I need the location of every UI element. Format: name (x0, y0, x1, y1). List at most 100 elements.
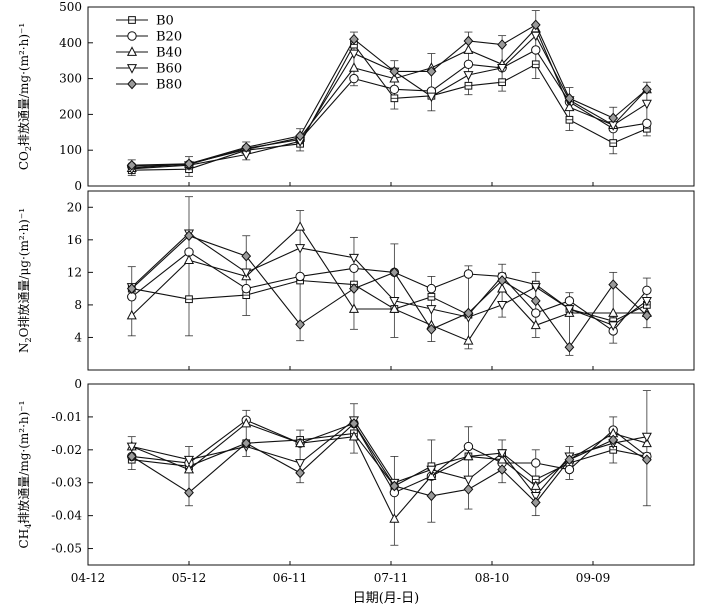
data-point (564, 92, 575, 104)
data-point (184, 230, 194, 242)
data-point (389, 84, 400, 95)
data-point (349, 283, 359, 294)
panel-ch4: 0 -0.01 -0.02 -0.03 -0.04 -0.05 04-12 05-12 06-1… (16, 377, 695, 585)
y-axis-label-co2: CO2排放通量/mg·(m²·h)⁻¹ (16, 23, 33, 170)
legend-entry-B20: B20 (116, 30, 182, 45)
data-point (426, 66, 437, 77)
data-point (497, 453, 508, 464)
data-point (641, 83, 652, 95)
legend-entry-B60: B60 (116, 62, 182, 77)
legend-marker (127, 78, 137, 90)
data-point (531, 45, 541, 55)
data-point (564, 101, 575, 112)
data-point (463, 450, 474, 461)
data-point (389, 303, 400, 313)
legend-marker (127, 31, 137, 41)
data-point (349, 73, 359, 84)
data-point (183, 455, 195, 466)
data-point (463, 441, 474, 452)
data-point (608, 321, 619, 331)
error-bars-co2 (127, 10, 651, 177)
data-point (497, 301, 508, 311)
data-point (389, 72, 400, 83)
data-point (348, 62, 359, 72)
data-point (426, 305, 437, 315)
data-point (641, 432, 652, 443)
data-point (348, 49, 359, 60)
data-point (497, 275, 507, 286)
data-point (564, 454, 575, 466)
y-label-prefix: CO (17, 151, 31, 170)
data-point (241, 141, 252, 153)
series-n2o-B80 (126, 230, 652, 353)
data-point (183, 463, 195, 474)
data-point (608, 434, 619, 446)
legend-label: B80 (156, 78, 182, 93)
y-tick-label: 100 (59, 143, 82, 157)
y-tick-label: 8 (74, 298, 82, 312)
data-point (641, 454, 652, 466)
y-tick-label: -0.03 (51, 476, 82, 490)
data-point (295, 319, 305, 330)
y-tick-label: -0.05 (51, 542, 82, 556)
data-point (126, 442, 137, 453)
x-tick-label: 05-12 (172, 571, 207, 585)
data-point (295, 130, 305, 142)
data-point (463, 44, 474, 54)
y-tick-label: 4 (74, 330, 82, 344)
series-n2o-B20 (127, 247, 652, 336)
y-label-rest: 排放通量/mg·(m²·h)⁻¹ (16, 401, 31, 524)
legend-entry-B80: B80 (116, 78, 182, 93)
data-point (641, 99, 652, 110)
legend-marker (126, 46, 138, 56)
y-label-prefix: CH (17, 529, 31, 549)
y-tick-label: 400 (59, 36, 82, 50)
data-point (295, 459, 306, 469)
y-label-subscript: 2 (24, 146, 33, 151)
y-tick-label: 16 (67, 233, 82, 247)
data-point (389, 480, 400, 492)
y-label-prefix: N (17, 343, 31, 354)
legend-entry-B40: B40 (116, 46, 182, 61)
data-point (641, 437, 652, 448)
data-point (564, 464, 575, 475)
data-point (184, 487, 194, 498)
data-point (241, 250, 252, 262)
y-tick-label: 500 (59, 0, 82, 14)
legend-label: B60 (156, 62, 182, 77)
data-point (183, 254, 195, 265)
data-point (530, 480, 541, 490)
data-point (126, 159, 137, 171)
legend-entry-B0: B0 (116, 14, 174, 29)
data-point (426, 323, 437, 335)
data-point (295, 271, 305, 282)
y-label-subscript: 2 (24, 337, 33, 342)
data-point (241, 268, 252, 279)
y-tick-label: 200 (59, 107, 82, 121)
data-point (608, 112, 619, 124)
series-co2-B80 (126, 19, 652, 171)
y-tick-label: 300 (59, 72, 82, 86)
data-point (295, 437, 306, 448)
y-tick-label: -0.04 (51, 509, 82, 523)
data-point (608, 307, 619, 317)
data-point (641, 296, 652, 307)
data-point (463, 483, 474, 495)
chart-panels: 0100200300400500CO2排放通量/mg·(m²·h)⁻¹48121… (16, 0, 695, 585)
data-point (564, 341, 575, 353)
legend-marker (126, 64, 138, 74)
data-point (531, 308, 541, 318)
data-point (564, 296, 575, 306)
data-point (349, 418, 359, 429)
data-point (126, 451, 137, 462)
data-point (530, 295, 541, 307)
plot-frame-ch4 (87, 383, 695, 566)
data-point (463, 59, 474, 69)
data-point (530, 31, 541, 42)
data-point (463, 335, 474, 345)
data-point (530, 319, 541, 330)
data-point (126, 283, 137, 294)
y-tick-label: 0 (74, 179, 82, 193)
